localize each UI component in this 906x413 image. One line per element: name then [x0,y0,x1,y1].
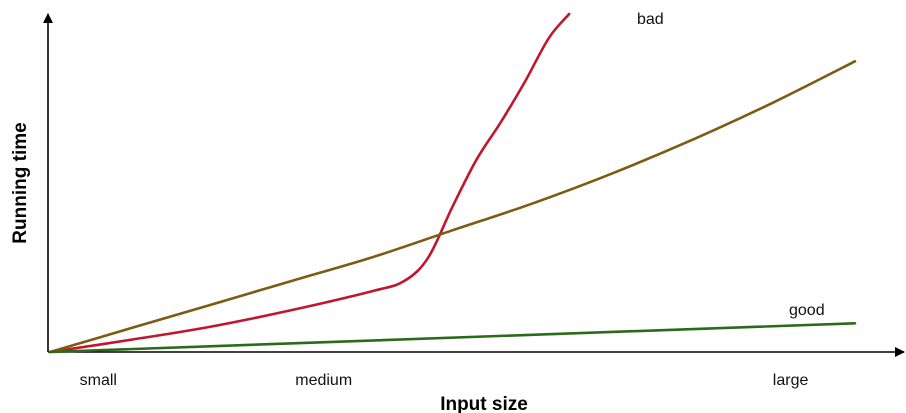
series-label-good: good [789,302,825,319]
x-tick-labels: small medium large [80,372,809,389]
x-tick-label-large: large [773,372,809,389]
y-axis-label: Running time [10,122,31,243]
series-line-bad [48,12,571,354]
x-tick-label-medium: medium [295,372,352,389]
x-axis-label: Input size [440,394,528,413]
series-line-good [48,322,857,354]
series-label-bad: bad [637,11,664,28]
x-tick-label-small: small [80,372,117,389]
series-line-middle [48,60,857,354]
series-layer [48,12,857,354]
